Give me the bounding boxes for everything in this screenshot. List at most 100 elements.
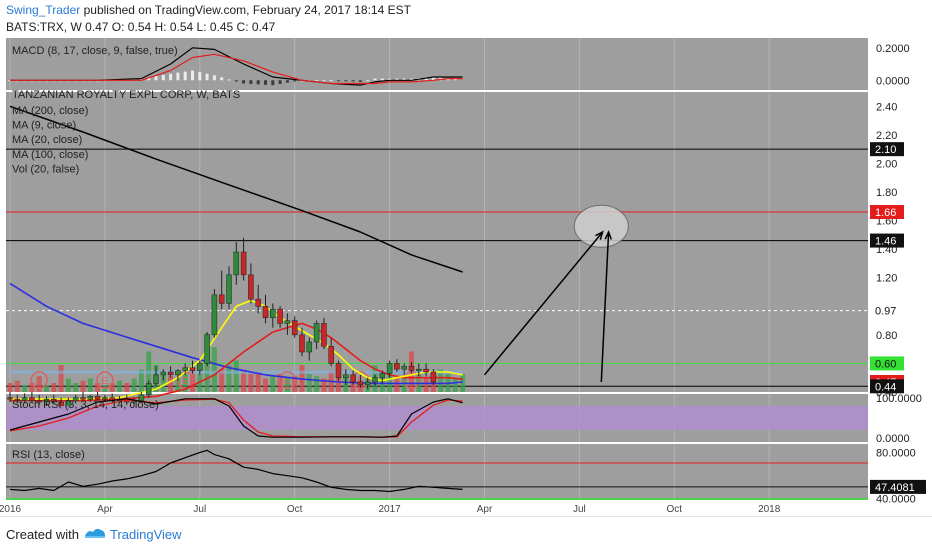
rsi-line [9,449,463,493]
candle-body [145,383,152,396]
price-title: TANZANIAN ROYALTY EXPL CORP, W, BATS [12,89,240,101]
macd-histogram-bar [344,80,348,82]
volume-bar [226,365,232,392]
time-axis-label: Apr [97,504,113,515]
candle-body [277,308,283,324]
price-label-box [870,233,904,248]
rsi-tick-label: 40.0000 [876,494,916,506]
macd-histogram-bar [329,80,333,82]
earnings-marker-label: E [408,376,415,387]
publish-header: Swing_Trader published on TradingView.co… [0,0,932,38]
macd-histogram-bar [358,80,362,82]
volume-bar [255,371,261,392]
volume-bar [138,369,144,392]
candle-body [189,367,196,371]
candle-body [430,371,437,383]
rsi-tick-label: 80.0000 [876,447,916,459]
candle-body [240,251,247,276]
macd-pane-background [6,38,868,90]
macd-histogram-bar [315,80,319,82]
candle-body [197,363,203,371]
macd-line [10,47,463,86]
macd-histogram-bar [176,72,180,81]
price-label-text: 0.44 [875,381,896,393]
candle-body [284,320,291,324]
candle-body [379,373,386,378]
macd-histogram-bar [366,80,370,82]
candle-body [51,398,57,403]
volume-bar [460,374,466,392]
macd-histogram-bar [264,80,267,85]
macd-histogram-bar [161,74,165,81]
candle-body [416,368,422,371]
volume-bar [233,360,239,392]
rsi-value-box [870,479,926,494]
macd-tick-label: 0.2000 [876,43,910,55]
price-legend-entry: MA (9, close) [12,120,76,132]
volume-bar [211,347,217,392]
candle-body [291,320,298,336]
stoch-band [6,406,868,430]
candle-body [350,374,356,383]
volume-bar [95,383,101,392]
candle-body [36,400,42,403]
candle-body [313,323,320,343]
candle-body [386,363,393,374]
volume-bar [241,369,247,392]
macd-histogram-bar [453,78,457,81]
volume-bar [182,374,188,392]
time-axis-label: Jul [193,504,206,515]
candle-body [372,377,378,383]
author-link[interactable]: Swing_Trader [6,3,81,17]
candle-body [335,363,342,378]
earnings-marker-circle [96,371,114,389]
price-label-text: 2.10 [875,144,896,156]
footer: Created with TradingView [0,516,932,550]
price-label-text: 1.46 [875,236,896,248]
projection-arrow-head [604,230,613,240]
price-label-box [870,356,904,371]
candle-body [343,374,349,378]
candle-body [226,274,232,304]
volume-bar [36,376,42,392]
volume-bar [270,376,276,392]
time-axis-label: Jul [573,504,586,515]
earnings-marker-label: E [182,376,189,387]
candle-body [29,397,35,401]
macd-histogram-bar [285,80,289,83]
tradingview-brand[interactable]: TradingView [110,527,182,542]
symbol-ohlc-line: BATS:TRX, W 0.47 O: 0.54 H: 0.54 L: 0.45… [6,20,276,34]
macd-histogram-bar [402,78,406,81]
chart-canvas[interactable]: MACD (8, 17, close, 9, false, true) 0.200… [0,38,932,516]
volume-bar [87,378,93,392]
volume-bar [80,380,86,392]
stoch-tick-label: 0.0000 [876,433,910,445]
candle-body [394,363,400,370]
candle-body [408,366,415,371]
candle-body [262,306,269,318]
candle-body [182,367,188,371]
projection-arrow-head [595,230,604,240]
candle-body [357,381,364,386]
volume-bar [423,378,429,392]
macd-histogram-bar [183,71,187,81]
candle-body [423,368,429,373]
time-axis-label: Oct [287,504,303,515]
macd-histogram-bar [373,78,377,81]
volume-bar [117,380,122,392]
price-label-text: 1.66 [875,207,896,219]
earnings-marker-label: E [101,376,108,387]
candle-body [167,371,174,376]
volume-bar [160,374,166,392]
tradingview-logo-icon [85,528,105,538]
volume-bar [175,378,181,392]
macd-histogram-bar [212,75,216,81]
earnings-marker-circle [30,371,48,389]
macd-histogram-bar [234,80,238,82]
volume-bar [336,369,341,392]
macd-histogram-bar [132,78,136,81]
time-axis-label: Oct [667,504,683,515]
volume-bar [65,378,71,392]
stoch-title: Stoch RSI (3, 3, 14, 14, close) [12,399,159,411]
stoch-k-line [9,398,463,438]
